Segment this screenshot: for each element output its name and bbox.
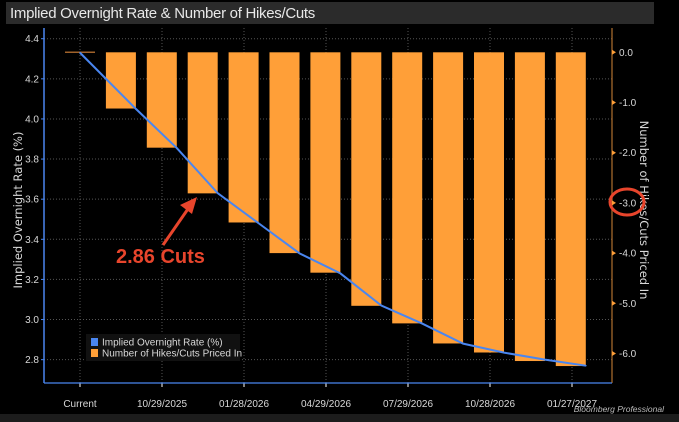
legend-label-cuts: Number of Hikes/Cuts Priced In bbox=[102, 349, 242, 360]
y-left-tick-label: 3.2 bbox=[25, 275, 39, 286]
y-right-tick bbox=[612, 100, 616, 105]
y-left-tick-label: 3.8 bbox=[25, 155, 39, 166]
y-right-tick bbox=[612, 49, 616, 55]
y-right-tick-label: -1.0 bbox=[619, 98, 637, 109]
y-left-tick-label: 3.4 bbox=[25, 235, 39, 246]
y-left-tick-label: 3.0 bbox=[25, 315, 39, 326]
bar-1 bbox=[105, 52, 136, 109]
y-left-tick-label: 4.0 bbox=[25, 114, 39, 125]
y-left-tick-label: 4.2 bbox=[25, 74, 39, 85]
source-label: Bloomberg Professional bbox=[574, 404, 665, 414]
bar-6 bbox=[310, 52, 341, 273]
rate-point-1 bbox=[135, 108, 137, 110]
bar-8 bbox=[392, 52, 423, 324]
y-right-tick bbox=[612, 250, 616, 256]
y-left-tick-label: 4.4 bbox=[25, 34, 39, 45]
y-right-tick bbox=[612, 150, 616, 156]
y-left-tick-label: 2.8 bbox=[25, 355, 39, 366]
y-right-tick-label: -2.0 bbox=[619, 148, 637, 159]
rate-point-7 bbox=[380, 304, 383, 307]
rate-point-9 bbox=[462, 342, 464, 345]
x-tick-label: 07/29/2026 bbox=[383, 399, 433, 410]
y-axis-right-label: Number of Hikes/Cuts Priced In bbox=[637, 121, 651, 300]
bar-4 bbox=[228, 52, 259, 223]
title-bar: Implied Overnight Rate & Number of Hikes… bbox=[6, 2, 654, 24]
chart-title: Implied Overnight Rate & Number of Hikes… bbox=[10, 5, 315, 22]
y-axis-left-label: Implied Overnight Rate (%) bbox=[11, 132, 25, 289]
rate-point-3 bbox=[216, 192, 219, 194]
bar-2 bbox=[146, 52, 177, 148]
x-tick-label: 10/29/2025 bbox=[137, 399, 187, 410]
rate-point-8 bbox=[421, 322, 424, 325]
y-left-tick-label: 3.6 bbox=[25, 195, 39, 206]
rate-point-0 bbox=[79, 51, 81, 54]
y-right-tick-label: -3.0 bbox=[619, 198, 637, 209]
y-right-tick bbox=[612, 200, 616, 206]
rate-line bbox=[79, 51, 587, 367]
y-right-tick-label: 0.0 bbox=[619, 48, 633, 59]
bar-9 bbox=[433, 52, 464, 344]
bar-11 bbox=[514, 52, 545, 362]
rate-point-4 bbox=[257, 222, 260, 225]
x-tick-label: 01/27/2027 bbox=[547, 399, 597, 410]
rate-point-2 bbox=[176, 147, 178, 149]
x-tick-label: 04/29/2026 bbox=[301, 399, 351, 410]
rate-point-12 bbox=[585, 364, 587, 367]
rate-point-10 bbox=[503, 351, 505, 354]
rate-point-6 bbox=[339, 272, 342, 275]
highlight-circle bbox=[608, 187, 646, 217]
annotation: 2.86 Cuts bbox=[116, 187, 646, 268]
bars bbox=[65, 51, 586, 367]
legend-box bbox=[86, 334, 240, 361]
y-right-tick-label: -5.0 bbox=[619, 299, 637, 310]
y-right-tick bbox=[612, 351, 616, 356]
legend-swatch-cuts bbox=[91, 349, 98, 357]
x-tick-label: 01/28/2026 bbox=[219, 399, 269, 410]
y-right-tick bbox=[612, 300, 616, 306]
bar-5 bbox=[269, 52, 300, 254]
annotation-text: 2.86 Cuts bbox=[116, 246, 205, 268]
x-tick-label: Current bbox=[63, 399, 97, 410]
bar-12 bbox=[555, 52, 586, 367]
bar-7 bbox=[351, 52, 382, 306]
legend-swatch-rate bbox=[91, 338, 98, 346]
rate-point-11 bbox=[544, 358, 546, 361]
rate-point-5 bbox=[298, 252, 301, 255]
y-right-tick-label: -6.0 bbox=[619, 349, 637, 360]
footer-strip bbox=[0, 414, 679, 422]
annotation-arrow-shaft bbox=[161, 205, 192, 246]
y-right-tick-label: -4.0 bbox=[619, 249, 637, 260]
bar-3 bbox=[187, 52, 218, 194]
annotation-arrow-head bbox=[180, 197, 197, 214]
x-tick-label: 10/28/2026 bbox=[465, 399, 515, 410]
axes: 4.4 4.2 4.0 3.8 3.6 3.4 3.2 3.0 2.8 Current 10/29/… bbox=[25, 28, 637, 410]
legend-label-rate: Implied Overnight Rate (%) bbox=[102, 338, 223, 349]
bar-10 bbox=[474, 52, 504, 353]
legend: Implied Overnight Rate (%) Number of Hik… bbox=[86, 334, 242, 361]
